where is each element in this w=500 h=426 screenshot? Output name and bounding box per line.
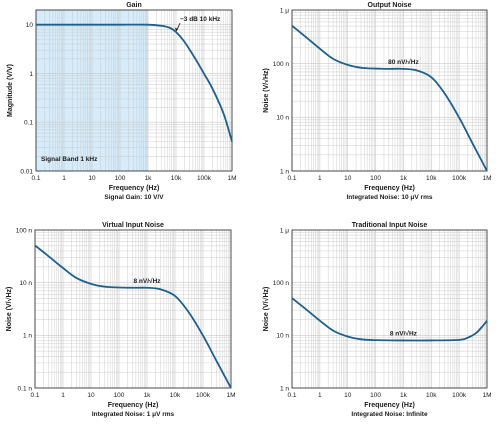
- x-tick-label: 100: [370, 392, 381, 399]
- x-tick-label: 10: [344, 175, 352, 182]
- x-tick-label: 1: [61, 392, 65, 399]
- y-tick-label: 1: [29, 71, 33, 78]
- y-tick-label: 10 n: [19, 280, 32, 287]
- x-tick-label: 10: [87, 392, 95, 399]
- x-tick-label: 100: [114, 392, 125, 399]
- y-axis-label: Noise (V/√Hz): [262, 287, 270, 332]
- chart-title: Gain: [126, 2, 142, 9]
- x-axis-label: Frequency (Hz): [109, 185, 160, 192]
- x-tick-label: 1: [62, 175, 66, 182]
- grid-lines: [35, 230, 231, 388]
- x-tick-label: 1M: [227, 175, 236, 182]
- x-tick-label: 10k: [426, 175, 437, 182]
- x-tick-label: 10k: [426, 392, 437, 399]
- x-tick-label: 10k: [170, 392, 181, 399]
- chart-title: Output Noise: [368, 2, 412, 9]
- y-tick-label: 100 n: [273, 280, 290, 287]
- x-tick-label: 10: [344, 392, 352, 399]
- grid-lines: [292, 230, 487, 388]
- y-tick-label: 0.1 n: [18, 385, 33, 392]
- x-axis-label: Frequency (Hz): [364, 402, 415, 409]
- y-tick-label: 10 n: [276, 115, 289, 122]
- annotation-label: 80 nV/√Hz: [388, 58, 419, 66]
- y-tick-label: 10 n: [276, 333, 289, 340]
- x-tick-label: 10k: [171, 175, 182, 182]
- y-tick-label: 100 n: [16, 227, 33, 234]
- x-tick-label: 100k: [196, 392, 211, 399]
- x-tick-label: 1M: [482, 392, 491, 399]
- x-tick-label: 1M: [226, 392, 235, 399]
- y-tick-label: 1 μ: [280, 227, 289, 234]
- x-axis-label: Frequency (Hz): [108, 402, 159, 409]
- x-tick-label: 1k: [145, 175, 153, 182]
- x-tick-label: 1k: [400, 392, 408, 399]
- y-tick-label: 100 n: [273, 61, 290, 68]
- x-axis-label: Frequency (Hz): [364, 185, 415, 192]
- chart-title: Virtual Input Noise: [102, 222, 164, 229]
- x-tick-label: 10: [88, 175, 96, 182]
- x-tick-label: 100k: [197, 175, 212, 182]
- chart-caption: Integrated Noise: 10 μV rms: [347, 194, 433, 201]
- chart-panel: Output Noise 0.1 1 10 100 1k 10k 100k 1M 1 n 10 n 1…: [262, 2, 492, 201]
- y-tick-label: 0.01: [20, 168, 33, 175]
- x-tick-label: 1k: [400, 175, 408, 182]
- chart-panel: Traditional Input Noise 0.1 1 10 100 1k 10k 100…: [262, 222, 492, 418]
- annotation-label: −3 dB 10 kHz: [180, 16, 221, 23]
- x-tick-label: 1M: [482, 175, 491, 182]
- annotation-label: 8 nV/√Hz: [133, 277, 161, 285]
- y-tick-label: 1 n: [23, 333, 32, 340]
- x-tick-label: 100k: [452, 392, 467, 399]
- x-tick-label: 0.1: [31, 175, 40, 182]
- y-tick-label: 1 μ: [280, 7, 289, 14]
- annotation-label: 8 nV/√Hz: [390, 329, 418, 337]
- y-tick-label: 10: [26, 22, 34, 29]
- grid-lines: [292, 10, 487, 171]
- y-axis-label: Noise (V/√Hz): [262, 68, 270, 113]
- chart-caption: Signal Gain: 10 V/V: [104, 194, 164, 201]
- x-tick-label: 0.1: [287, 392, 296, 399]
- x-tick-label: 0.1: [287, 175, 296, 182]
- x-tick-label: 100k: [452, 175, 467, 182]
- y-tick-label: 1 n: [280, 168, 289, 175]
- y-tick-label: 0.1: [24, 120, 33, 127]
- x-tick-label: 1: [318, 175, 322, 182]
- chart-caption: Integrated Noise: 1 μV rms: [92, 411, 175, 418]
- x-tick-label: 1: [318, 392, 322, 399]
- x-tick-label: 0.1: [30, 392, 39, 399]
- chart-title: Traditional Input Noise: [352, 222, 428, 229]
- x-tick-label: 1k: [144, 392, 152, 399]
- chart-panel: Virtual Input Noise 0.1 1 10 100 1k 10k 100k 1M 0…: [5, 222, 236, 418]
- signal-band-label: Signal Band 1 kHz: [41, 156, 98, 163]
- chart-caption: Integrated Noise: Infinite: [351, 411, 428, 418]
- y-tick-label: 1 n: [280, 385, 289, 392]
- y-axis-label: Magnitude (V/V): [7, 64, 14, 117]
- x-tick-label: 100: [370, 175, 381, 182]
- y-axis-label: Noise (V/√Hz): [5, 287, 13, 332]
- x-tick-label: 100: [115, 175, 126, 182]
